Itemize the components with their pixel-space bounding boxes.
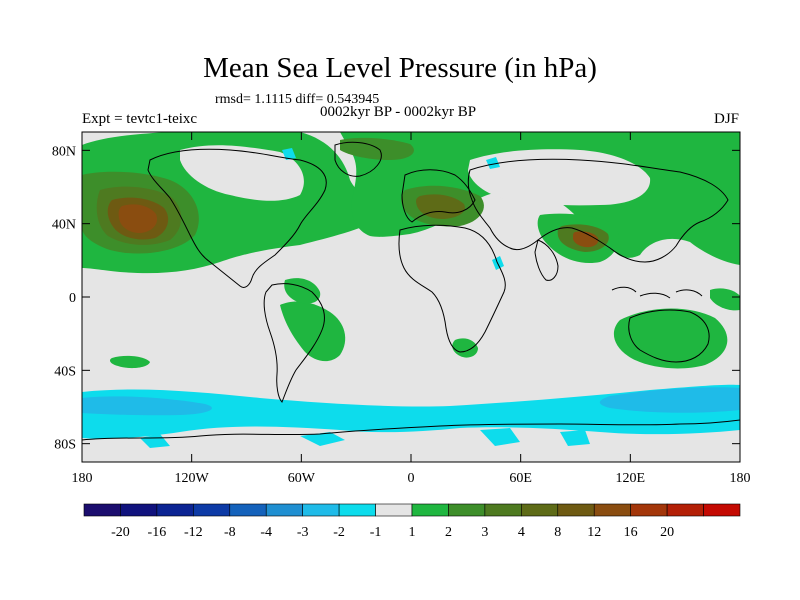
colorbar-swatch (521, 503, 559, 517)
colorbar-label: 1 (409, 525, 416, 540)
colorbar-swatch (557, 503, 595, 517)
colorbar-label: -20 (111, 525, 130, 540)
lat-tick-label: 80N (52, 144, 76, 159)
southern-ocean-band (82, 384, 740, 439)
colorbar-swatch (120, 503, 158, 517)
coast-south-america (263, 283, 325, 403)
lon-tick-label: 0 (408, 471, 415, 486)
antarctic-cyan-patches (140, 428, 590, 448)
season-label: DJF (714, 111, 740, 127)
south-america-green (280, 301, 346, 362)
coast-indian-subcontinent (534, 239, 559, 281)
colorbar-label: -8 (224, 525, 236, 540)
colorbar-label: -2 (333, 525, 345, 540)
southern-ocean-blue-west (82, 396, 212, 416)
colorbar-label: -12 (184, 525, 203, 540)
map-axes: 180 120W 60W 0 60E 120E 180 80N 40N 0 40S 80S (52, 132, 751, 486)
coast-antarctica (82, 419, 740, 441)
lat-tick-label: 80S (54, 438, 76, 453)
colorbar-label: -1 (370, 525, 382, 540)
colorbar-swatch (703, 503, 741, 517)
coast-europe (401, 169, 476, 223)
coast-greenland (334, 141, 382, 177)
lat-tick-label: 40N (52, 218, 76, 233)
colorbar-label: 20 (660, 525, 674, 540)
north-pacific-high-4 (118, 204, 158, 233)
coastlines (82, 141, 740, 441)
arctic-neutral (180, 145, 304, 201)
south-pacific-green-east (710, 288, 740, 311)
stats-text: rmsd= 1.1115 diff= 0.543945 (215, 92, 380, 107)
colorbar-swatch (83, 503, 121, 517)
colorbar-swatch (411, 503, 449, 517)
coast-africa (398, 224, 506, 353)
south-africa-green (452, 338, 478, 358)
colorbar-swatch (229, 503, 267, 517)
colorbar-label: 12 (587, 525, 601, 540)
coast-north-america (147, 148, 327, 288)
colorbar: -20 -16 -12 -8 -4 -3 -2 -1 1 2 3 4 8 12 16 20 (83, 503, 741, 540)
colorbar-label: -4 (260, 525, 272, 540)
colorbar-swatch (265, 503, 303, 517)
colorbar-label: 8 (554, 525, 561, 540)
southern-ocean-blue-east (599, 387, 740, 413)
colorbar-swatch (302, 503, 340, 517)
colorbar-swatch (593, 503, 631, 517)
colorbar-label: -16 (148, 525, 167, 540)
colorbar-swatch (375, 503, 413, 517)
tibet-high-core (573, 231, 599, 248)
colorbar-swatch (193, 503, 231, 517)
colorbar-label: 2 (445, 525, 452, 540)
lon-tick-label: 180 (72, 471, 93, 486)
experiment-label: Expt = tevtc1-teixc (82, 111, 198, 127)
colorbar-swatch (338, 503, 376, 517)
siberia-neutral (468, 149, 651, 206)
coast-australia (628, 309, 710, 363)
colorbar-label: -3 (297, 525, 309, 540)
coast-asia (467, 158, 729, 263)
colorbar-swatch (630, 503, 668, 517)
colorbar-label: 16 (624, 525, 638, 540)
colorbar-swatch (666, 503, 704, 517)
lon-tick-label: 120W (175, 471, 210, 486)
lat-tick-label: 0 (69, 291, 76, 306)
colorbar-swatch (484, 503, 522, 517)
north-atlantic-dark (340, 137, 414, 160)
colorbar-swatch (448, 503, 486, 517)
atlantic-eurasia-green (340, 132, 740, 265)
coast-maritime-asia (611, 286, 703, 299)
lon-tick-label: 60E (509, 471, 532, 486)
south-pacific-green-west (110, 355, 150, 369)
map-title: Mean Sea Level Pressure (in hPa) (203, 52, 597, 84)
lon-tick-label: 180 (730, 471, 751, 486)
colorbar-swatch (156, 503, 194, 517)
anomaly-field (82, 132, 740, 462)
colorbar-label: 4 (518, 525, 525, 540)
lat-tick-label: 40S (54, 364, 76, 379)
australia-green (613, 308, 728, 369)
period-label: 0002kyr BP - 0002kyr BP (320, 104, 477, 120)
lon-tick-label: 60W (288, 471, 316, 486)
lon-tick-label: 120E (616, 471, 646, 486)
colorbar-label: 3 (481, 525, 488, 540)
